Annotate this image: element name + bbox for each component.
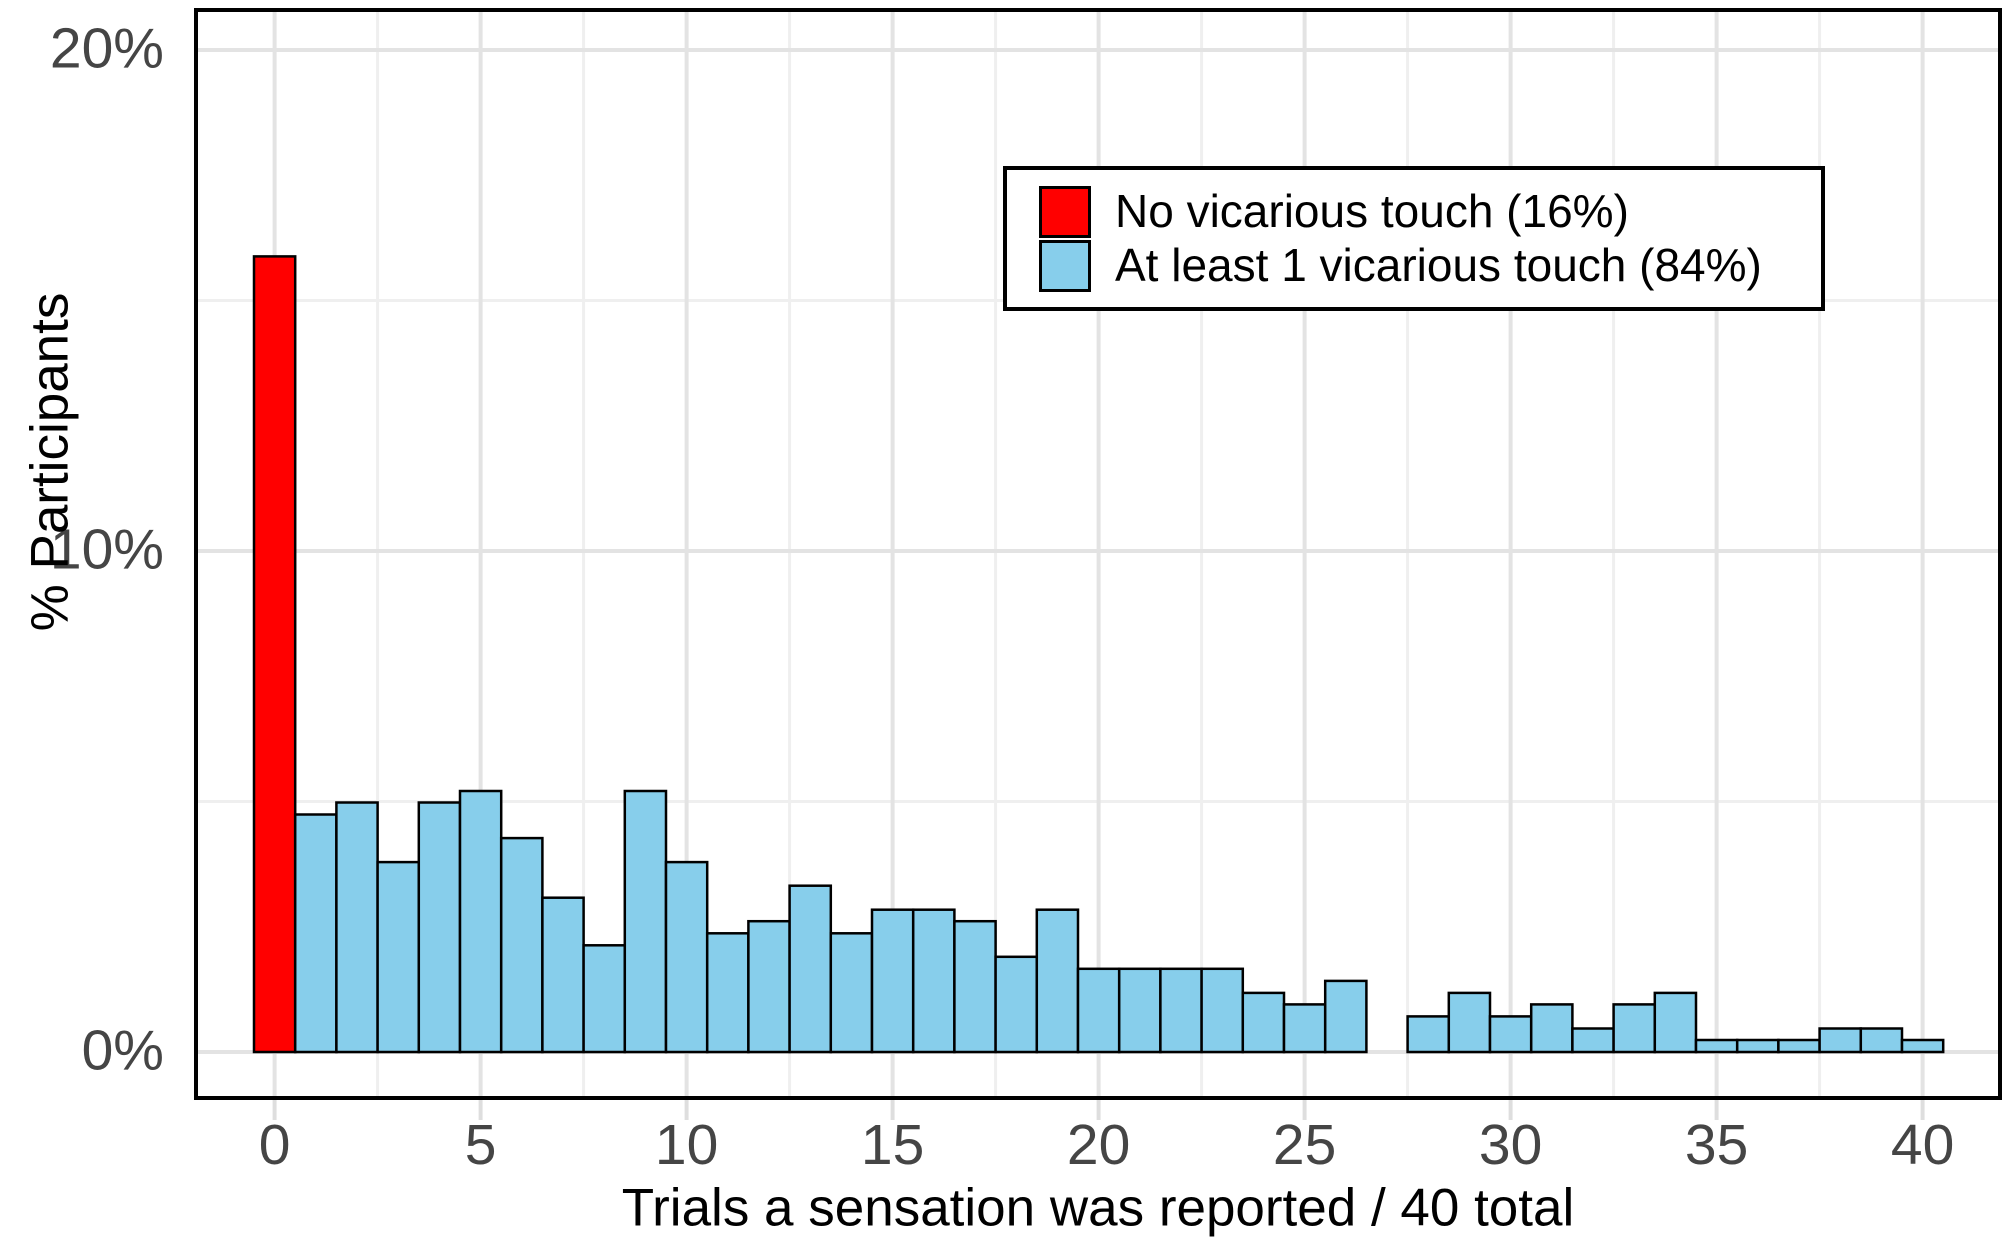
legend-label: No vicarious touch (16%): [1115, 185, 1629, 238]
histogram-bar: [1529, 1003, 1574, 1054]
histogram-bar: [1159, 967, 1203, 1054]
histogram-bar: [417, 801, 462, 1054]
histogram-bar: [252, 255, 297, 1054]
histogram-bar: [1818, 1027, 1863, 1054]
histogram-bar: [1447, 991, 1492, 1054]
legend-item: No vicarious touch (16%): [1039, 185, 1821, 238]
y-tick-label: 20%: [49, 16, 164, 81]
histogram-bar: [1653, 991, 1698, 1054]
legend-label: At least 1 vicarious touch (84%): [1115, 239, 1762, 292]
x-tick-label: 0: [258, 1113, 291, 1177]
histogram-bar: [376, 860, 421, 1054]
histogram-bar: [499, 836, 544, 1054]
histogram-bar: [994, 955, 1039, 1054]
histogram-bar: [870, 908, 915, 1054]
histogram-bar: [1117, 967, 1162, 1054]
histogram-bar: [705, 932, 750, 1054]
x-tick-label: 30: [1478, 1113, 1543, 1177]
histogram-bar: [747, 919, 791, 1054]
histogram-bar: [1241, 991, 1286, 1054]
histogram-bar: [1406, 1015, 1451, 1054]
histogram-bar: [664, 860, 709, 1054]
histogram-bar: [1076, 967, 1121, 1054]
panel-border: [194, 8, 2002, 1100]
histogram-bar: [1323, 979, 1368, 1054]
y-tick-label: 0%: [81, 1018, 164, 1083]
y-axis-title: % Participants: [20, 292, 80, 632]
x-axis-title: Trials a sensation was reported / 40 tot…: [621, 1178, 1575, 1238]
histogram-bar: [458, 789, 503, 1054]
histogram-bar: [1035, 908, 1080, 1054]
x-tick-label: 35: [1684, 1113, 1749, 1177]
histogram-bar: [1735, 1038, 1780, 1054]
histogram-bar: [293, 813, 338, 1054]
histogram-bar: [953, 919, 997, 1054]
legend-swatch-blue-icon: [1039, 239, 1091, 292]
legend: No vicarious touch (16%) At least 1 vica…: [1003, 166, 1825, 311]
x-tick-label: 20: [1066, 1113, 1131, 1177]
legend-swatch-red-icon: [1039, 185, 1091, 238]
histogram-bar: [1859, 1027, 1904, 1054]
histogram-bar: [1694, 1038, 1739, 1054]
x-tick-label: 25: [1272, 1113, 1337, 1177]
histogram-bar: [1488, 1015, 1533, 1054]
x-tick-label: 5: [464, 1113, 497, 1177]
histogram-bar: [1900, 1038, 1945, 1054]
legend-item: At least 1 vicarious touch (84%): [1039, 239, 1821, 292]
histogram-bar: [1612, 1003, 1657, 1054]
histogram-bar: [541, 896, 585, 1054]
histogram-bar: [1200, 967, 1245, 1054]
histogram-bar: [788, 884, 833, 1054]
x-tick-label: 10: [654, 1113, 719, 1177]
histogram-bar: [829, 932, 874, 1054]
histogram-bar: [582, 944, 627, 1054]
histogram-bar: [335, 801, 379, 1054]
histogram-bar: [911, 908, 956, 1054]
y-tick-label: 10%: [49, 517, 164, 582]
histogram-bar: [1777, 1038, 1821, 1054]
histogram-bar: [1282, 1003, 1327, 1054]
histogram-bar: [1571, 1027, 1615, 1054]
x-tick-label: 40: [1890, 1113, 1955, 1177]
x-tick-label: 15: [860, 1113, 925, 1177]
histogram-bar: [623, 789, 668, 1054]
